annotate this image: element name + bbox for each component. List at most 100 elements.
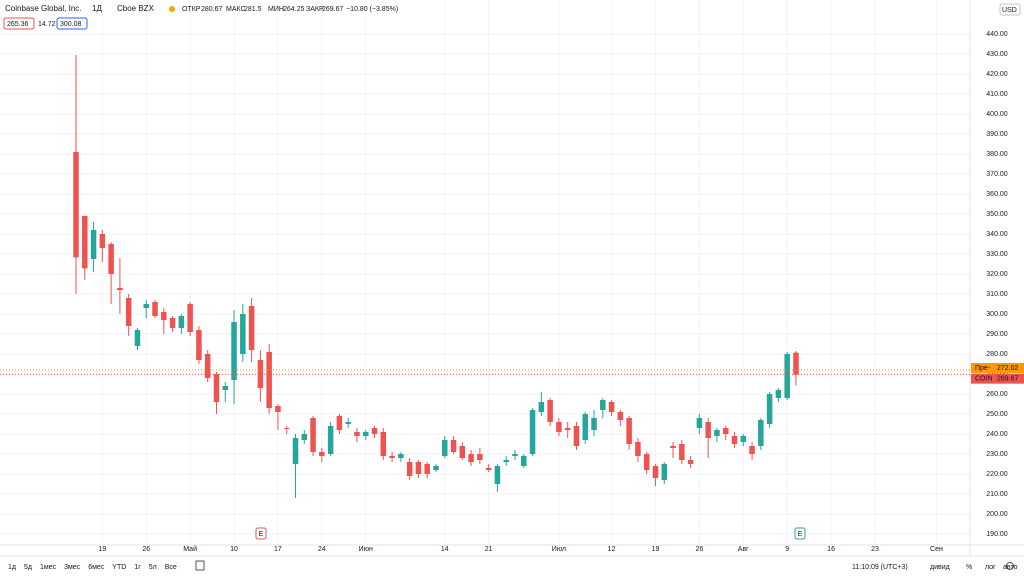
range-button[interactable]: 6мес — [88, 564, 105, 571]
candle-body — [398, 454, 404, 458]
range-button[interactable]: Все — [165, 564, 177, 571]
y-tick-label: 330.00 — [986, 251, 1008, 258]
candle-body — [275, 406, 281, 412]
candle-body — [521, 456, 527, 466]
x-tick-label: 19 — [652, 546, 660, 553]
premarket-tag — [971, 362, 1024, 373]
candle-body — [433, 466, 439, 470]
candle-body — [635, 442, 641, 456]
candle-body — [564, 428, 571, 430]
candle-body — [90, 230, 97, 259]
range-button[interactable]: 1мес — [40, 564, 57, 571]
candle-body — [679, 444, 685, 460]
premarket-tag-label: Пре- — [975, 365, 991, 372]
ask[interactable]: 300.08 — [60, 21, 82, 28]
x-tick-label: 21 — [485, 546, 493, 553]
candle-body — [415, 462, 422, 474]
x-tick-label: 26 — [142, 546, 150, 553]
candle-body — [108, 244, 114, 274]
spread: 14.72 — [38, 21, 56, 28]
x-tick-label: Май — [183, 545, 197, 553]
candle-body — [213, 374, 220, 402]
candle-body — [775, 390, 782, 398]
candle-body — [292, 438, 299, 464]
candle-body — [722, 428, 729, 434]
range-button[interactable]: 5д — [24, 564, 32, 571]
y-tick-label: 340.00 — [986, 231, 1008, 238]
range-button[interactable]: 3мес — [64, 564, 81, 571]
candle-body — [643, 454, 650, 470]
scale-option[interactable]: авто — [1003, 564, 1018, 571]
y-tick-label: 230.00 — [986, 451, 1008, 458]
toolbar: 11:10:09 (UTC+3) — [195, 560, 1014, 571]
candle-body — [301, 434, 308, 440]
candle-body — [793, 352, 799, 375]
premarket-tag-value: 272.02 — [997, 365, 1019, 372]
candle-body — [134, 330, 141, 346]
candle-body — [705, 422, 711, 438]
y-tick-label: 210.00 — [986, 491, 1008, 498]
currency[interactable]: USD — [1002, 7, 1017, 14]
candle-body — [310, 418, 316, 452]
candle-body — [661, 464, 668, 480]
candle-body — [406, 462, 413, 476]
x-tick-label: 16 — [827, 546, 835, 553]
legend: Coinbase Global, Inc. 1Д Cboe BZX ОТКР 2… — [3, 3, 1021, 30]
range-button[interactable]: 5л — [149, 564, 157, 571]
scale-option[interactable]: % — [966, 564, 972, 571]
candle-body — [336, 416, 343, 430]
scale-option[interactable]: дивид — [930, 564, 950, 571]
candle-body — [591, 418, 597, 430]
candle-body — [143, 304, 149, 308]
bid[interactable]: 265.36 — [7, 21, 29, 28]
candle-body — [204, 354, 211, 378]
candle-body — [784, 354, 790, 398]
candle-body — [626, 418, 632, 444]
range-button[interactable]: 1д — [8, 564, 16, 571]
candle-body — [512, 454, 518, 456]
x-tick-label: 19 — [98, 546, 106, 553]
x-tick-label: 24 — [318, 546, 326, 553]
x-tick-label: 10 — [230, 546, 238, 553]
y-tick-label: 250.00 — [986, 411, 1008, 418]
x-tick-label: 12 — [608, 546, 616, 553]
last-tag-value: 269.67 — [997, 376, 1019, 383]
date-range-icon[interactable] — [195, 560, 205, 571]
range-button[interactable]: YTD — [112, 564, 126, 571]
candle-body — [477, 454, 483, 460]
candle-body — [99, 234, 106, 248]
currency-button[interactable] — [999, 3, 1021, 16]
open-value: 280.67 — [201, 6, 223, 13]
x-tick-label: 14 — [441, 546, 449, 553]
candle-body — [731, 436, 738, 444]
earnings-marker[interactable] — [794, 527, 806, 540]
earnings-marker-label: E — [259, 531, 264, 538]
last-tag-label: COIN — [975, 376, 993, 383]
x-tick-label: Июл — [552, 546, 566, 553]
candle-body — [556, 422, 562, 432]
candle-body — [652, 466, 659, 478]
candle-body — [582, 414, 588, 440]
earnings-marker[interactable] — [255, 527, 267, 540]
candle-body — [670, 446, 676, 448]
candle-body — [266, 352, 272, 408]
scale-option[interactable]: лог — [985, 564, 996, 571]
y-tick-label: 240.00 — [986, 431, 1008, 438]
candle-body — [222, 386, 229, 390]
candle-body — [485, 468, 492, 470]
candle-body — [371, 428, 378, 434]
bid-box[interactable] — [3, 17, 35, 30]
candle-body — [319, 452, 325, 456]
range-button[interactable]: 1г — [134, 564, 141, 571]
candle-body — [240, 314, 246, 354]
x-tick-label: Авг — [738, 546, 749, 553]
ask-box[interactable] — [56, 17, 88, 30]
low-value: 264.25 — [283, 6, 305, 13]
settings-icon[interactable] — [1006, 562, 1014, 570]
x-tick-label: Июн — [359, 546, 373, 553]
candle-body — [327, 426, 334, 454]
candle-body — [248, 306, 255, 350]
candle-body — [538, 402, 545, 412]
candle-body — [178, 316, 185, 328]
